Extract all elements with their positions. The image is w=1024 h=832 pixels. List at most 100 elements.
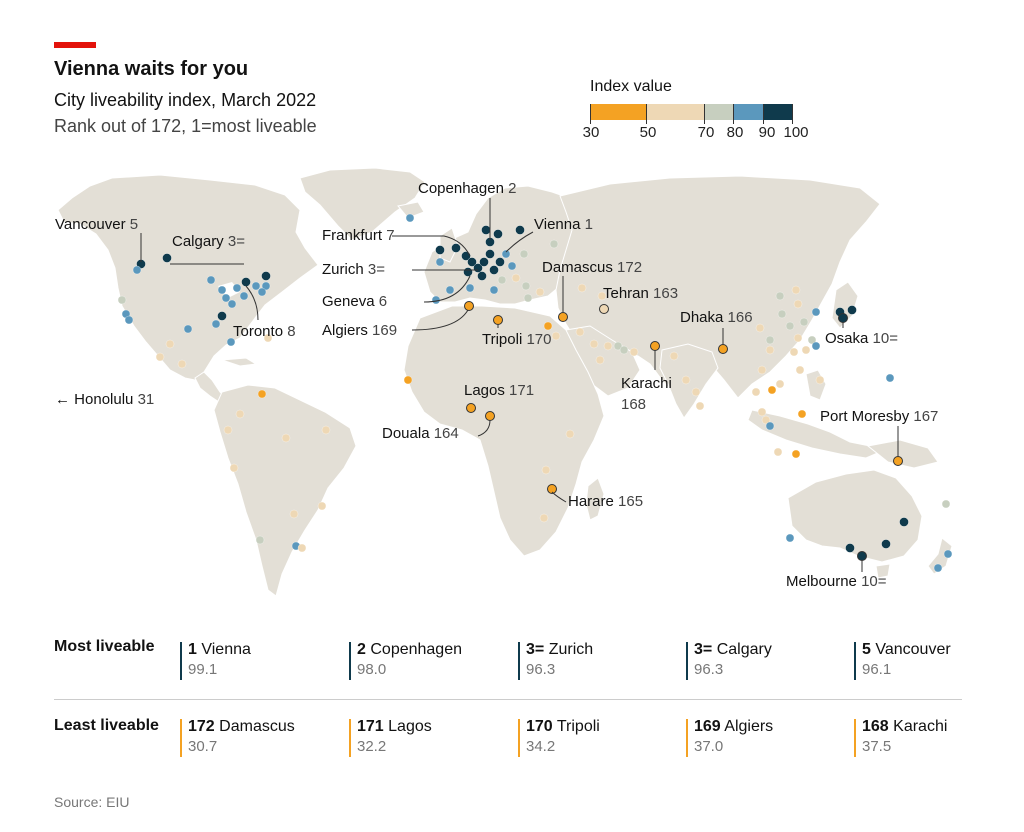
city-dot <box>761 415 771 425</box>
city-dot <box>789 347 799 357</box>
most-liveable-cell-2: 2 Copenhagen 98.0 <box>349 640 462 680</box>
city-dot <box>575 327 585 337</box>
source-note: Source: EIU <box>54 794 130 810</box>
cell-rank: 172 <box>188 718 215 735</box>
city-dot <box>493 229 503 239</box>
city-dot <box>943 549 953 559</box>
city-dot <box>797 409 807 419</box>
city-dot <box>165 339 175 349</box>
cell-city: Lagos <box>388 718 432 735</box>
city-dot <box>431 295 441 305</box>
city-dot <box>501 249 511 259</box>
city-dot <box>495 257 505 267</box>
city-dot <box>757 365 767 375</box>
city-dot <box>777 309 787 319</box>
label-karachi-name: Karachi <box>621 375 672 392</box>
land-north-america <box>57 174 319 381</box>
city-dot <box>206 275 216 285</box>
land-new-zealand <box>927 537 953 575</box>
city-dot <box>481 225 491 235</box>
city-dot <box>467 257 477 267</box>
city-dot <box>549 239 559 249</box>
cell-rank: 169 <box>694 718 721 735</box>
cell-score: 32.2 <box>357 738 387 755</box>
city-dot <box>765 345 775 355</box>
city-dot-tripoli <box>493 315 503 325</box>
most-liveable-cell-4: 3= Calgary 96.3 <box>686 640 772 680</box>
city-dot <box>251 281 261 291</box>
city-dot-douala <box>485 411 495 421</box>
cell-score: 96.1 <box>862 661 892 678</box>
city-dot <box>899 517 909 527</box>
label-karachi-rank: 168 <box>621 396 646 413</box>
cell-rank: 3= <box>526 641 545 658</box>
city-dot <box>681 375 691 385</box>
city-dot <box>221 293 231 303</box>
city-dot <box>226 337 236 347</box>
label-tripoli: Tripoli 170 <box>482 331 552 348</box>
city-dot <box>521 281 531 291</box>
land-tasmania <box>875 563 891 579</box>
label-algiers: Algiers 169 <box>322 322 397 339</box>
land-madagascar <box>585 477 605 521</box>
city-dot <box>217 285 227 295</box>
city-dot <box>845 543 855 553</box>
world-map: Vancouver 5 Calgary 3= Toronto 8 ← Honol… <box>55 167 953 597</box>
city-dot-lagos <box>466 403 476 413</box>
cell-rank: 2 <box>357 641 366 658</box>
city-dot <box>565 429 575 439</box>
table-divider <box>54 699 962 700</box>
city-dot <box>793 333 803 343</box>
city-dot <box>933 563 943 573</box>
cell-city: Calgary <box>716 641 772 658</box>
city-dot <box>463 267 473 277</box>
city-dot <box>507 261 517 271</box>
city-dot <box>847 305 857 315</box>
least-liveable-cell-3: 170 Tripoli 34.2 <box>518 717 600 757</box>
legend-tick-90: 90 <box>758 124 776 141</box>
cell-color-bar <box>518 719 520 757</box>
city-dot <box>477 271 487 281</box>
label-damascus: Damascus 172 <box>542 259 642 276</box>
cell-city: Karachi <box>893 718 948 735</box>
label-zurich: Zurich 3= <box>322 261 385 278</box>
cell-rank: 171 <box>357 718 384 735</box>
city-dot <box>155 352 165 362</box>
city-dot <box>451 243 461 253</box>
city-dot-harare <box>547 484 557 494</box>
city-dot <box>551 331 561 341</box>
land-iceland <box>397 201 425 219</box>
cell-city: Algiers <box>724 718 774 735</box>
city-dot <box>227 299 237 309</box>
city-dot <box>885 373 895 383</box>
legend-tick-mark <box>763 104 764 124</box>
legend-tick-mark <box>733 104 734 124</box>
label-harare: Harare 165 <box>568 493 643 510</box>
least-liveable-cell-2: 171 Lagos 32.2 <box>349 717 432 757</box>
cell-score: 96.3 <box>526 661 556 678</box>
city-dot <box>317 501 327 511</box>
label-osaka: Osaka 10= <box>825 330 898 347</box>
cell-rank: 168 <box>862 718 889 735</box>
city-dot <box>403 375 413 385</box>
legend-tick-mark <box>646 104 647 124</box>
most-liveable-label: Most liveable <box>54 638 155 655</box>
label-vancouver: Vancouver 5 <box>55 216 138 233</box>
label-port-moresby: Port Moresby 167 <box>820 408 938 425</box>
land-indonesia <box>747 409 882 459</box>
city-dot <box>241 277 251 287</box>
city-dot <box>785 533 795 543</box>
city-dot-melbourne <box>857 551 867 561</box>
city-dot-osaka <box>838 313 848 323</box>
legend-tick-100: 100 <box>783 124 809 141</box>
city-dot <box>255 535 265 545</box>
legend-tick-mark <box>792 104 793 124</box>
label-melbourne: Melbourne 10= <box>786 573 887 590</box>
label-vienna: Vienna 1 <box>534 216 593 233</box>
cell-rank: 5 <box>862 641 871 658</box>
city-dot-dhaka <box>718 344 728 354</box>
label-honolulu: ← Honolulu 31 <box>55 391 154 408</box>
city-dot <box>757 407 767 417</box>
label-lagos: Lagos 171 <box>464 382 534 399</box>
city-dot <box>765 335 775 345</box>
